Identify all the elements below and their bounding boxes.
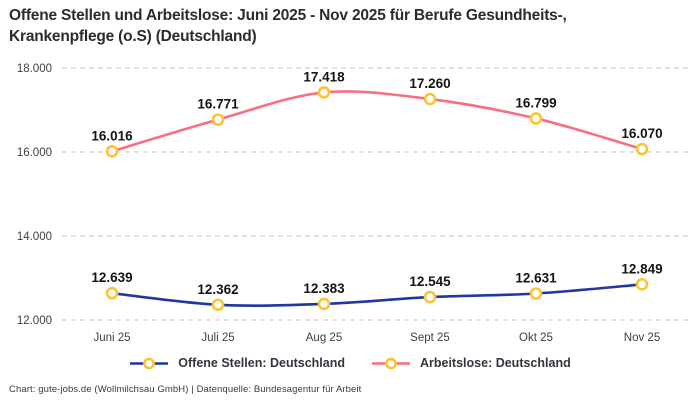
data-point-label: 12.849 [621,261,662,276]
data-point-marker[interactable] [423,290,437,304]
x-tick-label: Aug 25 [306,332,342,344]
data-point-marker[interactable] [529,112,543,125]
data-point-label: 12.545 [409,274,451,289]
x-tick-label: Nov 25 [624,332,660,344]
y-tick-label: 18.000 [17,63,52,75]
data-point-marker[interactable] [105,286,119,300]
x-tick-label: Okt 25 [519,332,553,344]
series-line [110,283,644,307]
x-tick-label: Juli 25 [201,332,234,344]
data-point-label: 16.016 [91,128,133,143]
data-point-marker[interactable] [105,145,119,158]
data-point-label: 16.771 [197,97,239,112]
data-point-label: 17.260 [409,76,450,91]
chart-attribution: Chart: gute-jobs.de (Wollmilchsau GmbH) … [9,384,362,395]
data-point-marker[interactable] [635,142,649,156]
data-point-marker[interactable] [211,113,225,126]
line-marker-icon [130,357,169,369]
data-point-label: 12.383 [303,281,345,296]
x-tick-label: Sept 25 [410,332,450,344]
legend-label-offene-stellen: Offene Stellen: Deutschland [178,356,345,370]
line-marker-icon [371,357,410,369]
y-tick-label: 14.000 [17,231,52,243]
data-point-label: 16.799 [515,95,556,110]
y-tick-label: 16.000 [17,147,52,159]
data-point-marker[interactable] [635,278,649,291]
legend-item-arbeitslose[interactable]: Arbeitslose: Deutschland [371,356,571,370]
data-point-label: 17.418 [303,69,345,84]
y-tick-label: 12.000 [17,315,52,327]
legend-label-arbeitslose: Arbeitslose: Deutschland [419,356,571,370]
chart-legend: Offene Stellen: Deutschland Arbeitslose:… [0,356,700,370]
data-point-label: 16.070 [621,126,662,141]
data-point-marker[interactable] [317,86,331,99]
data-point-marker[interactable] [529,287,543,300]
series-line [110,90,644,153]
data-point-label: 12.639 [91,270,132,285]
data-point-marker[interactable] [317,297,331,311]
chart-title-line-1: Offene Stellen und Arbeitslose: Juni 202… [9,7,567,24]
chart-title-line-2: Krankenpflege (o.S) (Deutschland) [9,28,257,46]
chart-title: Offene Stellen und Arbeitslose: Juni 202… [9,5,664,48]
data-point-marker[interactable] [211,298,225,312]
legend-item-offene-stellen[interactable]: Offene Stellen: Deutschland [129,356,345,370]
data-point-label: 12.631 [515,270,557,285]
x-tick-label: Juni 25 [93,332,130,344]
data-point-label: 12.362 [197,282,238,297]
data-point-marker[interactable] [423,92,437,106]
